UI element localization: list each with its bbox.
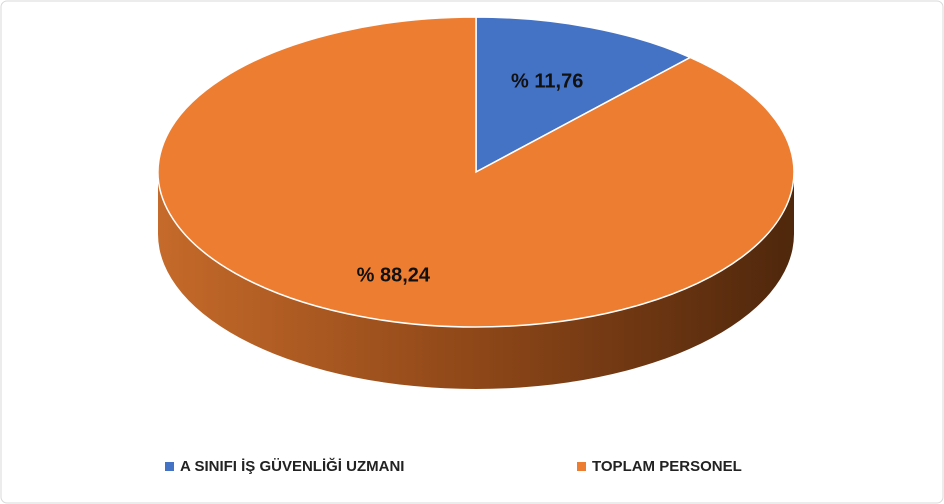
data-label: % 88,24 bbox=[357, 264, 431, 286]
pie-side bbox=[158, 172, 794, 389]
legend-swatch bbox=[577, 462, 586, 471]
pie-slice bbox=[157, 16, 795, 328]
pie-slice bbox=[475, 16, 692, 174]
legend-label: A SINIFI İŞ GÜVENLİĞİ UZMANI bbox=[180, 457, 404, 475]
legend-label: TOPLAM PERSONEL bbox=[592, 458, 742, 475]
data-label: % 11,76 bbox=[511, 71, 583, 93]
legend-swatch bbox=[165, 462, 174, 471]
